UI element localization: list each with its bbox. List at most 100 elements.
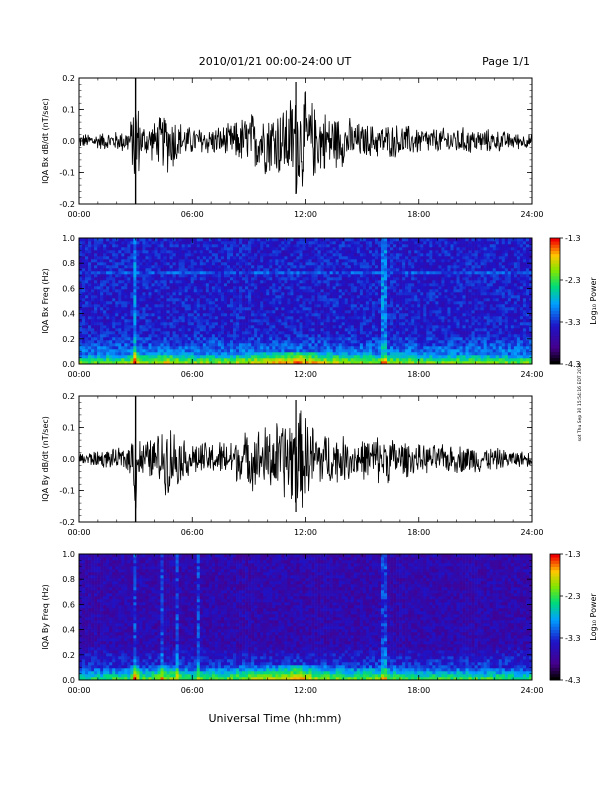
spectrogram-cell <box>272 283 276 287</box>
spectrogram-cell <box>272 352 276 356</box>
spectrogram-cell <box>118 358 122 362</box>
spectrogram-cell <box>115 292 119 296</box>
spectrogram-cell <box>308 244 312 248</box>
spectrogram-cell <box>220 271 225 275</box>
spectrogram-cell <box>145 313 149 317</box>
spectrogram-cell <box>181 301 185 305</box>
spectrogram-cell <box>97 274 101 278</box>
spectrogram-cell <box>317 331 321 335</box>
spectrogram-cell <box>160 268 164 272</box>
spectrogram-cell <box>169 337 173 341</box>
spectrogram-cell <box>411 334 415 338</box>
spectrogram-cell <box>393 358 397 362</box>
spectrogram-cell <box>175 253 179 257</box>
spectrogram-cell <box>396 319 400 323</box>
spectrogram-cell <box>329 280 333 284</box>
spectrogram-cell <box>88 328 92 332</box>
spectrogram-cell <box>82 277 86 281</box>
spectrogram-cell <box>163 304 167 308</box>
spectrogram-cell <box>121 280 125 284</box>
spectrogram-cell <box>423 352 427 356</box>
spectrogram-cell <box>136 313 140 317</box>
spectrogram-cell <box>384 322 388 326</box>
spectrogram-cell <box>127 238 131 242</box>
spectrogram-cell <box>172 331 176 335</box>
spectrogram-cell <box>371 325 376 329</box>
spectrogram-cell <box>359 274 364 278</box>
spectrogram-cell <box>296 277 300 281</box>
spectrogram-cell <box>381 313 385 317</box>
spectrogram-cell <box>326 319 330 323</box>
spectrogram-cell <box>178 313 182 317</box>
spectrogram-cell <box>214 361 219 365</box>
spectrogram-cell <box>377 262 382 266</box>
spectrogram-cell <box>251 280 255 284</box>
spectrogram-cell <box>187 328 192 332</box>
spectrogram-cell <box>148 244 152 248</box>
spectrogram-cell <box>287 262 291 266</box>
spectrogram-cell <box>151 313 155 317</box>
spectrogram-cell <box>133 307 137 311</box>
spectrogram-cell <box>214 295 219 299</box>
spectrogram-cell <box>323 265 327 269</box>
spectrogram-cell <box>308 277 312 281</box>
spectrogram-cell <box>127 265 131 269</box>
spectrogram-cell <box>335 274 340 278</box>
spectrogram-cell <box>293 286 297 290</box>
spectrogram-cell <box>320 271 324 275</box>
spectrogram-cell <box>396 301 400 305</box>
spectrogram-cell <box>371 268 376 272</box>
spectrogram-cell <box>381 325 385 329</box>
spectrogram-cell <box>257 271 261 275</box>
spectrogram-cell <box>368 325 373 329</box>
spectrogram-cell <box>109 361 113 365</box>
spectrogram-cell <box>248 340 252 344</box>
spectrogram-cell <box>371 262 376 266</box>
spectrogram-cell <box>320 325 324 329</box>
spectrogram-cell <box>121 301 125 305</box>
spectrogram-cell <box>338 337 343 341</box>
spectrogram-cell <box>202 259 207 263</box>
spectrogram-cell <box>314 250 318 254</box>
spectrogram-cell <box>115 283 119 287</box>
spectrogram-cell <box>423 259 427 263</box>
spectrogram-cell <box>405 244 409 248</box>
spectrogram-cell <box>148 310 152 314</box>
spectrogram-cell <box>142 304 146 308</box>
spectrogram-cell <box>124 331 128 335</box>
spectrogram-cell <box>387 316 391 320</box>
spectrogram-cell <box>284 262 288 266</box>
spectrogram-cell <box>390 286 394 290</box>
spectrogram-cell <box>287 298 291 302</box>
spectrogram-cell <box>420 298 424 302</box>
spectrogram-cell <box>103 343 107 347</box>
spectrogram-cell <box>362 238 367 242</box>
spectrogram-cell <box>299 361 303 365</box>
spectrogram-cell <box>118 262 122 266</box>
spectrogram-cell <box>217 241 222 245</box>
spectrogram-cell <box>341 289 346 293</box>
spectrogram-cell <box>365 271 370 275</box>
spectrogram-cell <box>214 238 219 242</box>
spectrogram-cell <box>393 292 397 296</box>
spectrogram-cell <box>145 319 149 323</box>
spectrogram-cell <box>326 238 330 242</box>
spectrogram-cell <box>371 316 376 320</box>
spectrogram-cell <box>284 340 288 344</box>
spectrogram-cell <box>399 361 403 365</box>
spectrogram-cell <box>103 268 107 272</box>
spectrogram-cell <box>172 316 176 320</box>
spectrogram-cell <box>172 301 176 305</box>
spectrogram-cell <box>387 253 391 257</box>
spectrogram-cell <box>239 337 243 341</box>
spectrogram-cell <box>230 292 234 296</box>
spectrogram-cell <box>187 277 192 281</box>
spectrogram-cell <box>190 283 195 287</box>
spectrogram-cell <box>269 319 273 323</box>
spectrogram-cell <box>199 331 204 335</box>
spectrogram-cell <box>344 337 349 341</box>
spectrogram-cell <box>287 316 291 320</box>
spectrogram-cell <box>202 307 207 311</box>
spectrogram-cell <box>106 295 110 299</box>
spectrogram-cell <box>85 331 89 335</box>
